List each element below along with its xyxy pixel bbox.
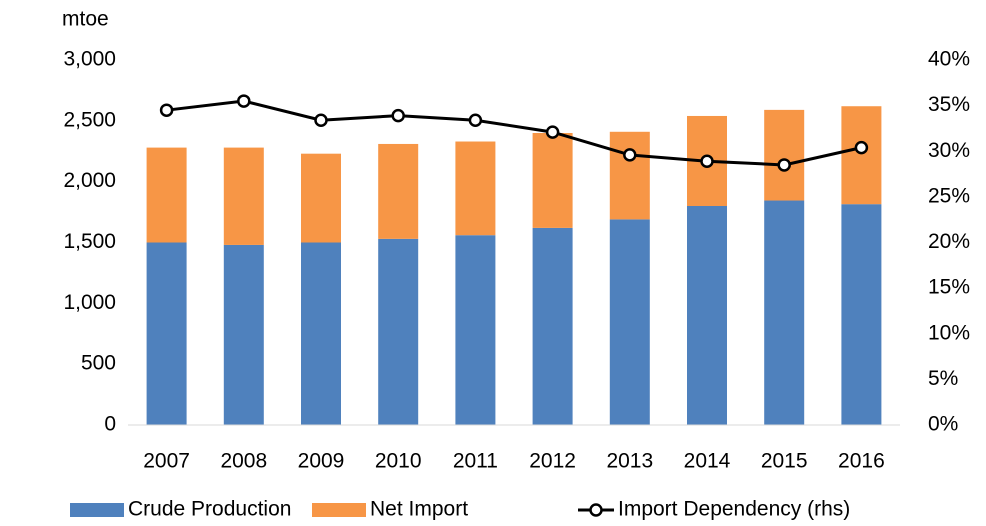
y-tick-label: 1,500 xyxy=(63,230,116,253)
bar-segment xyxy=(841,106,882,205)
line-marker xyxy=(854,140,869,155)
y2-tick-label: 40% xyxy=(928,48,970,71)
y2-tick-label: 10% xyxy=(928,321,970,344)
x-tick-label: 2009 xyxy=(298,450,345,473)
bar-segment xyxy=(841,204,882,425)
x-tick-label: 2008 xyxy=(220,450,267,473)
y2-tick-label: 0% xyxy=(928,413,958,436)
y2-tick-label: 35% xyxy=(928,93,970,116)
line-marker xyxy=(159,103,174,117)
bar-segment xyxy=(378,143,419,239)
x-tick-label: 2016 xyxy=(838,450,885,473)
y-tick-label: 0 xyxy=(104,413,116,436)
line-marker xyxy=(623,148,637,162)
bar-segment xyxy=(764,200,805,425)
x-tick-label: 2012 xyxy=(529,450,576,473)
legend-swatch xyxy=(312,503,366,517)
bar-segment xyxy=(764,109,805,201)
legend-swatch xyxy=(70,503,124,517)
bar-segment xyxy=(455,235,496,425)
y2-tick-label: 30% xyxy=(928,139,970,162)
line-marker xyxy=(237,94,251,108)
bar-segment xyxy=(223,147,264,245)
bar-segment xyxy=(223,244,264,425)
y2-tick-label: 5% xyxy=(928,367,958,390)
y2-tick-label: 15% xyxy=(928,276,970,299)
bar-segment xyxy=(687,206,727,425)
line-marker xyxy=(468,113,483,127)
legend-marker xyxy=(589,503,603,517)
y-tick-label: 500 xyxy=(81,352,116,375)
bar-segment xyxy=(609,219,650,425)
bar-segment xyxy=(146,147,187,243)
bar-segment xyxy=(532,133,573,228)
x-tick-label: 2007 xyxy=(143,450,190,473)
line-marker xyxy=(314,113,328,127)
bar-segment xyxy=(609,131,650,220)
x-tick-label: 2015 xyxy=(761,450,808,473)
y2-tick-label: 20% xyxy=(928,230,970,253)
bar-segment xyxy=(378,238,419,425)
y-axis-label: mtoe xyxy=(62,8,109,31)
line xyxy=(166,99,862,167)
line-marker xyxy=(545,125,560,139)
y-tick-label: 2,000 xyxy=(63,169,116,192)
x-tick-label: 2011 xyxy=(453,450,498,473)
line-marker xyxy=(777,158,791,172)
bar-segment xyxy=(532,227,573,425)
legend-label: Net Import xyxy=(370,498,468,521)
y-tick-label: 2,500 xyxy=(63,108,116,131)
y-tick-label: 1,000 xyxy=(63,291,116,314)
line-marker xyxy=(391,108,405,123)
y-tick-label: 3,000 xyxy=(63,48,116,71)
x-tick-label: 2013 xyxy=(606,450,653,473)
legend-label: Import Dependency (rhs) xyxy=(618,498,850,521)
x-tick-label: 2010 xyxy=(375,450,422,473)
x-tick-label: 2014 xyxy=(684,450,731,473)
bar-segment xyxy=(455,141,496,236)
legend-label: Crude Production xyxy=(128,498,291,521)
bar-segment xyxy=(301,153,341,243)
bar-segment xyxy=(146,242,187,425)
line-marker xyxy=(700,154,714,169)
y2-tick-label: 25% xyxy=(928,184,970,207)
bar-segment xyxy=(301,242,341,425)
